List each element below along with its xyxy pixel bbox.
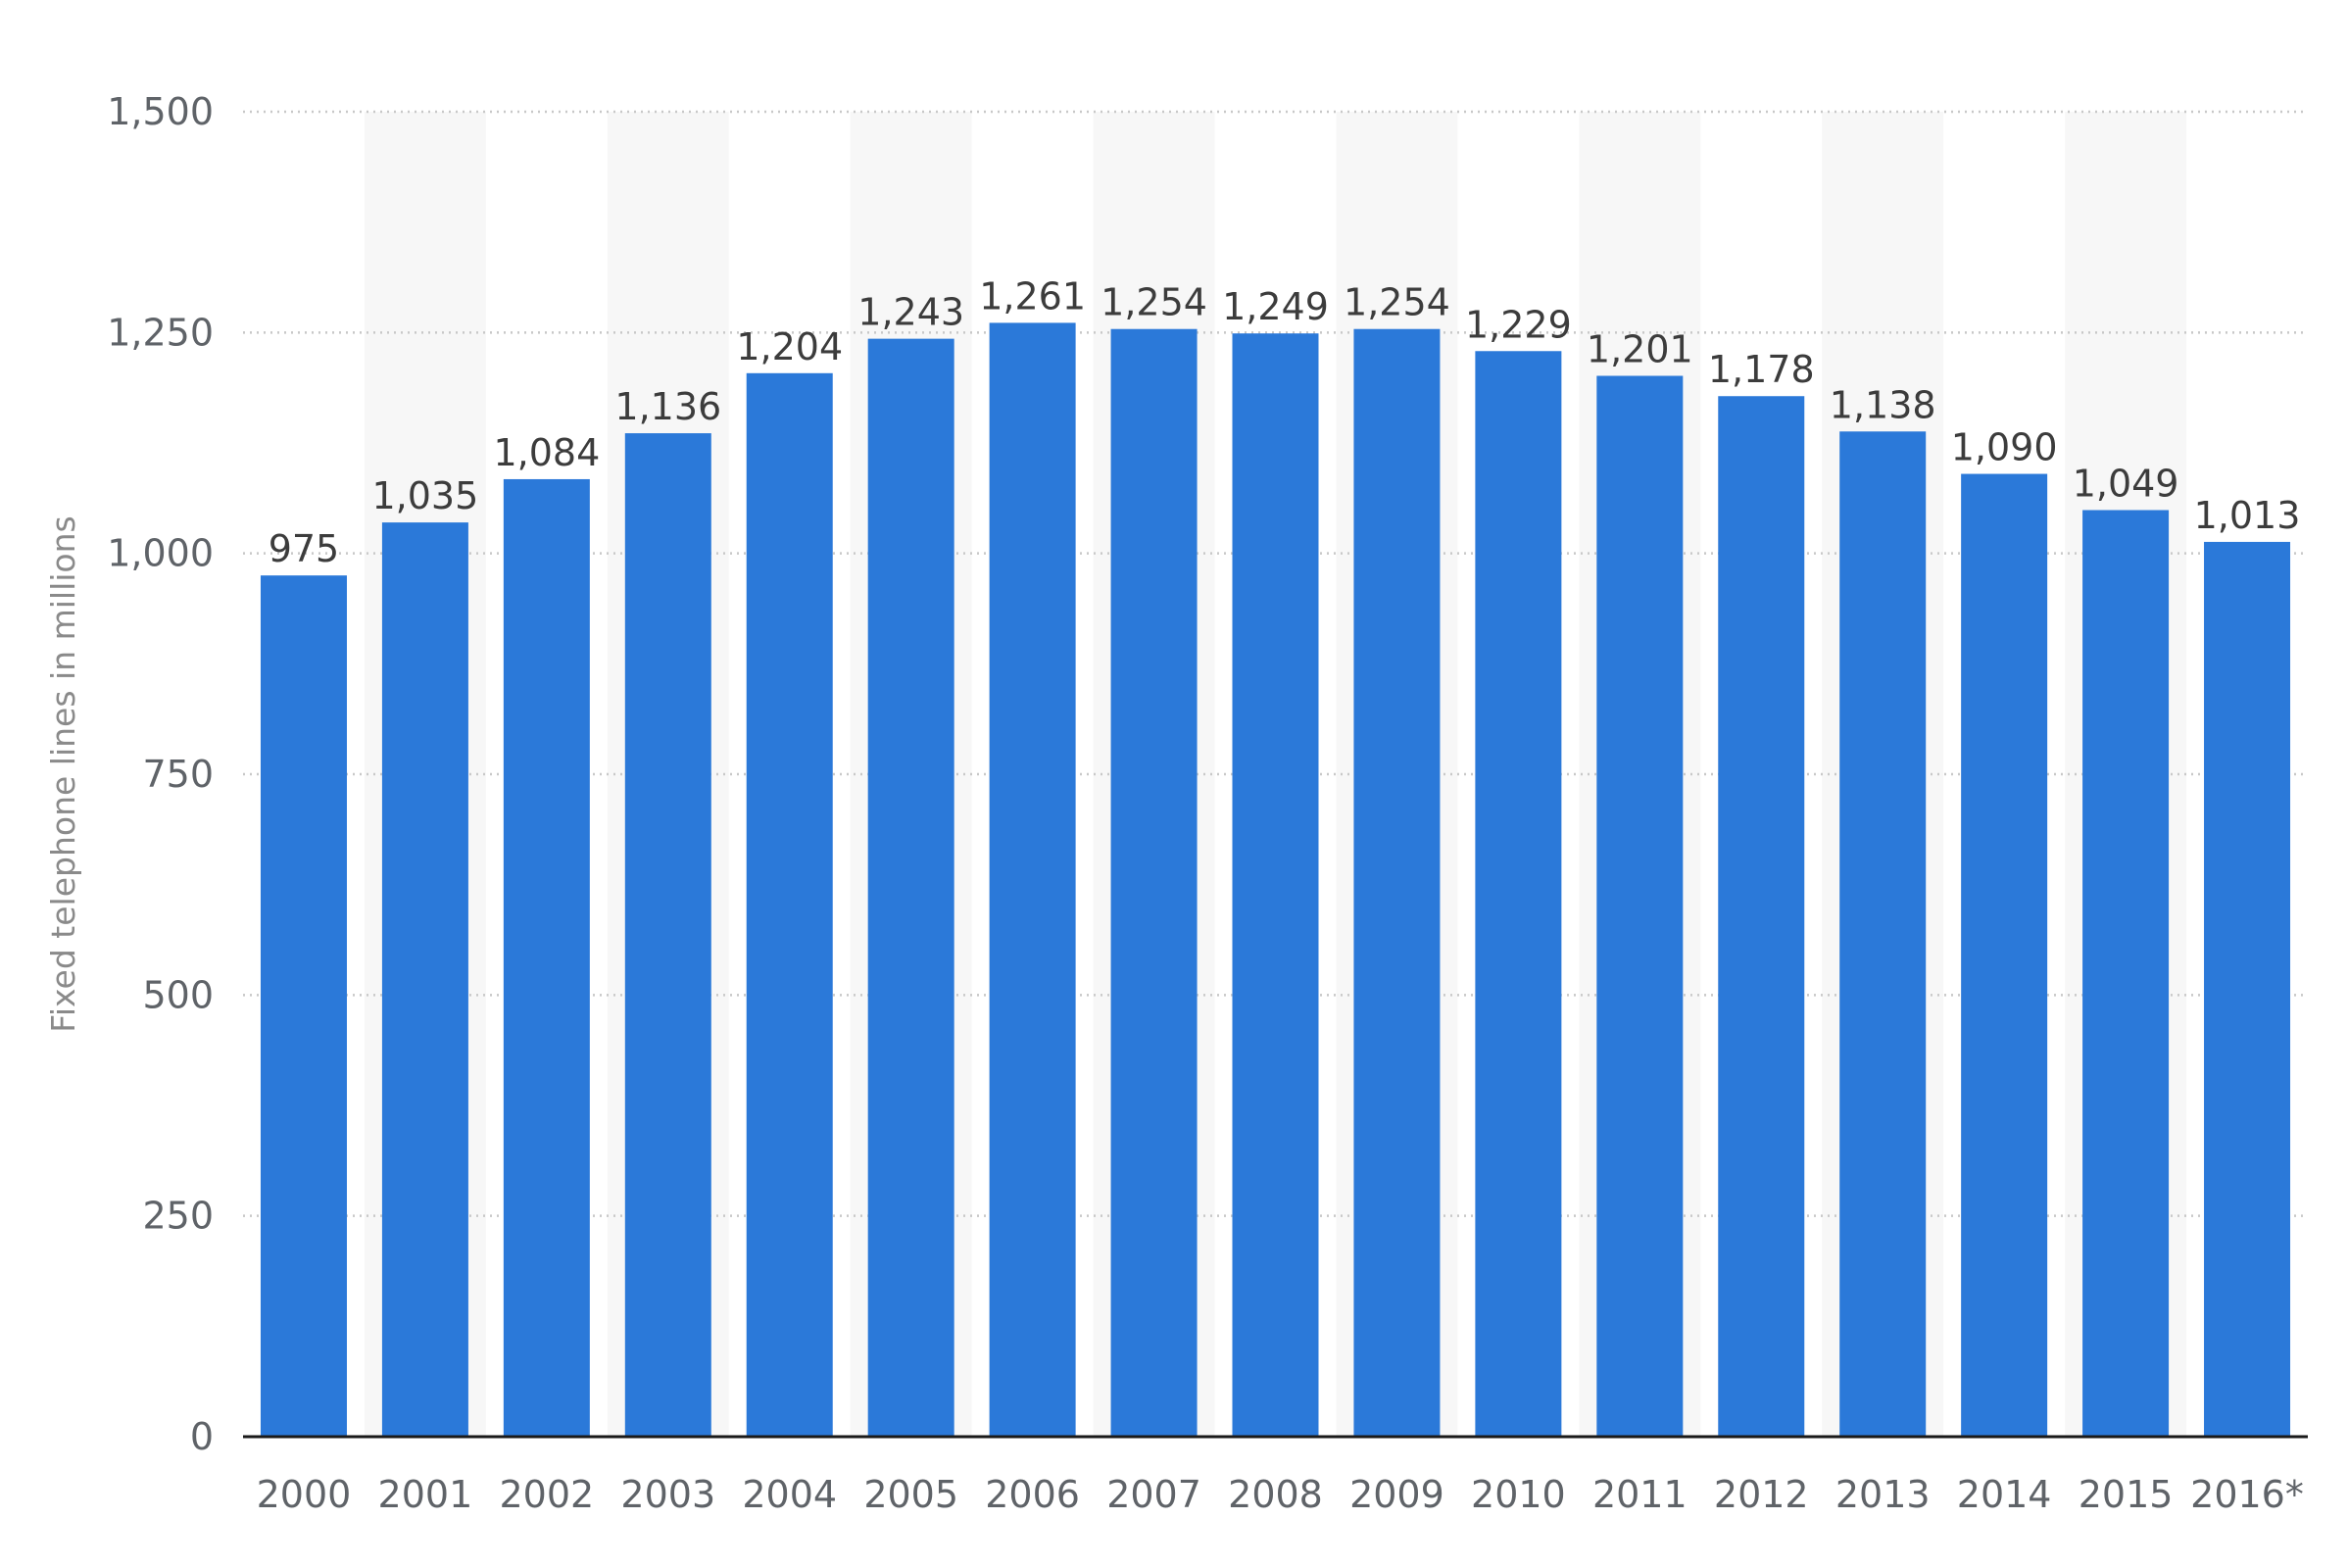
data-label: 1,249 bbox=[1222, 285, 1329, 328]
bar bbox=[1110, 328, 1198, 1437]
bar bbox=[1232, 333, 1319, 1438]
x-tick-label: 2013 bbox=[1835, 1473, 1931, 1516]
x-tick-label: 2002 bbox=[499, 1473, 594, 1516]
data-label: 1,084 bbox=[493, 431, 600, 474]
data-label: 1,204 bbox=[736, 325, 843, 368]
bar bbox=[503, 478, 590, 1437]
bar bbox=[1596, 375, 1684, 1437]
bar bbox=[1961, 473, 2048, 1438]
x-tick-label: 2003 bbox=[620, 1473, 715, 1516]
x-tick-label: 2006 bbox=[985, 1473, 1080, 1516]
bars bbox=[260, 322, 2291, 1438]
x-tick-label: 2012 bbox=[1714, 1473, 1809, 1516]
x-tick-label: 2009 bbox=[1349, 1473, 1444, 1516]
bar bbox=[1718, 396, 1805, 1437]
bar bbox=[260, 575, 347, 1437]
x-tick-label: 2016* bbox=[2190, 1473, 2304, 1516]
y-axis-ticks: 0 250 500 750 1,000 1,250 1,500 bbox=[107, 90, 214, 1458]
data-label: 1,254 bbox=[1101, 281, 1207, 324]
x-tick-label: 2010 bbox=[1471, 1473, 1566, 1516]
data-label: 1,035 bbox=[372, 474, 479, 517]
bar bbox=[989, 322, 1076, 1437]
bar bbox=[746, 372, 833, 1437]
bar bbox=[1839, 431, 1927, 1437]
data-label: 1,049 bbox=[2073, 463, 2179, 506]
y-tick-label: 1,500 bbox=[107, 90, 214, 133]
x-tick-label: 2005 bbox=[863, 1473, 958, 1516]
data-label: 1,201 bbox=[1587, 327, 1693, 370]
y-tick-label: 500 bbox=[142, 973, 214, 1016]
x-tick-label: 2004 bbox=[742, 1473, 837, 1516]
data-label: 1,254 bbox=[1344, 281, 1450, 324]
bar bbox=[1475, 351, 1562, 1437]
bar bbox=[2082, 510, 2170, 1437]
data-label: 1,090 bbox=[1951, 426, 2058, 469]
data-label: 1,229 bbox=[1465, 303, 1572, 346]
x-tick-label: 2011 bbox=[1592, 1473, 1688, 1516]
data-labels: 975 1,035 1,084 1,136 1,204 1,243 1,261 1,254 1,… bbox=[269, 274, 2301, 570]
bar bbox=[867, 338, 954, 1437]
data-label: 1,138 bbox=[1830, 383, 1936, 426]
bar bbox=[624, 433, 711, 1437]
y-tick-label: 1,250 bbox=[107, 311, 214, 354]
x-tick-label: 2007 bbox=[1106, 1473, 1201, 1516]
x-tick-label: 2001 bbox=[378, 1473, 473, 1516]
x-tick-label: 2000 bbox=[257, 1473, 352, 1516]
y-tick-label: 1,000 bbox=[107, 532, 214, 575]
data-label: 975 bbox=[269, 527, 340, 570]
x-tick-label: 2008 bbox=[1228, 1473, 1323, 1516]
x-tick-label: 2014 bbox=[1957, 1473, 2052, 1516]
data-label: 1,013 bbox=[2194, 494, 2301, 537]
x-axis-ticks: 2000 2001 2002 2003 2004 2005 2006 2007 2008 2009… bbox=[257, 1473, 2304, 1516]
y-axis-title: Fixed telephone lines in millions bbox=[44, 515, 82, 1032]
x-tick-label: 2015 bbox=[2079, 1473, 2174, 1516]
y-tick-label: 250 bbox=[142, 1195, 214, 1238]
bar bbox=[381, 522, 468, 1437]
data-label: 1,178 bbox=[1708, 348, 1815, 391]
data-label: 1,136 bbox=[614, 385, 721, 428]
bar bbox=[1353, 328, 1441, 1437]
data-label: 1,243 bbox=[857, 291, 964, 334]
y-tick-label: 0 bbox=[190, 1415, 214, 1458]
data-label: 1,261 bbox=[979, 274, 1086, 318]
y-tick-label: 750 bbox=[142, 753, 214, 796]
bar bbox=[2204, 541, 2291, 1437]
